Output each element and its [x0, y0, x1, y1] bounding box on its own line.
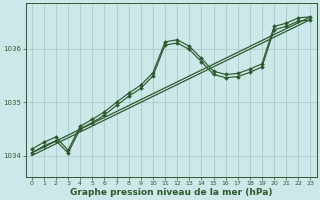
X-axis label: Graphe pression niveau de la mer (hPa): Graphe pression niveau de la mer (hPa) [70, 188, 272, 197]
